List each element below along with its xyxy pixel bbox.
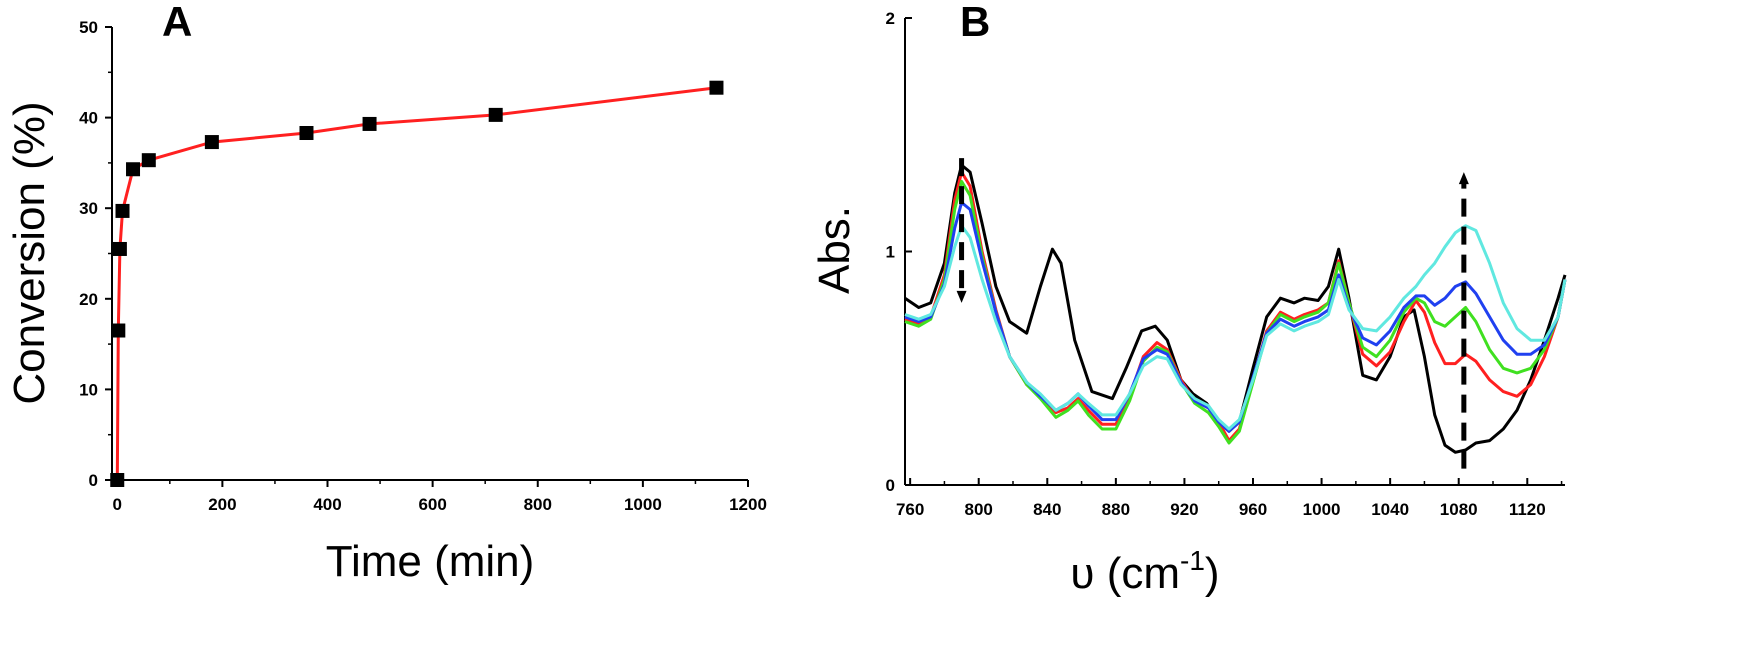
panel-a-y-axis-title: Conversion (%) [5,101,54,404]
panel-a-y-tick-label: 0 [89,471,98,490]
panel-b-x-axis-title-superscript: -1 [1180,545,1205,576]
panel-b-x-axis-title-main: υ (cm [1070,549,1180,598]
panel-b-y-tick-label: 0 [886,476,895,495]
panel-a-y-tick-label: 30 [79,199,98,218]
panel-a-x-tick-label: 1000 [624,495,662,514]
panel-b-x-tick-label: 960 [1239,500,1267,519]
panel-a-data-point [111,323,126,338]
panel-b-arrow-head-icon [1458,172,1469,185]
panel-a-y-tick-label: 50 [79,18,98,37]
panel-b-label: B [960,0,990,45]
panel-a-x-tick-label: 1200 [729,495,767,514]
panel-b-y-axis-title: Abs. [810,206,859,294]
panel-a-label: A [162,0,192,45]
panel-b-x-tick-label: 1080 [1440,500,1478,519]
panel-a-y-tick-label: 10 [79,380,98,399]
panel-b-y-tick-label: 1 [886,243,895,262]
panel-a-x-axis-title: Time (min) [326,537,535,586]
panel-b-x-tick-label: 800 [965,500,993,519]
panel-a-y-tick-label: 20 [79,290,98,309]
panel-b-x-tick-label: 760 [896,500,924,519]
panel-a-data-point [709,80,724,95]
panel-a-data-point [299,126,314,141]
panel-a-x-tick-label: 400 [313,495,341,514]
panel-b-x-tick-label: 880 [1102,500,1130,519]
panel-a-data-point [112,241,127,256]
panel-a-x-tick-label: 200 [208,495,236,514]
panel-b-x-tick-label: 1040 [1371,500,1409,519]
panel-b-arrow-head-icon [956,290,967,303]
panel-a-plot-area [110,80,724,487]
panel-b-x-axis-title: υ (cm-1) [1070,545,1219,598]
panel-a-y-tick-label: 40 [79,109,98,128]
panel-a-x-tick-label: 0 [113,495,122,514]
panel-a-data-point [110,473,125,487]
panel-a-data-point [141,153,156,168]
panel-b-x-tick-label: 1120 [1509,500,1546,519]
panel-a-chart: A Conversion (%) Time (min) 010203040500… [5,0,767,586]
panel-a-x-tick-label: 800 [524,495,552,514]
panel-b-x-tick-label: 1000 [1303,500,1341,519]
panel-a-data-point [362,116,377,131]
panel-b-x-axis-title-end: ) [1205,549,1220,598]
panel-a-data-point [126,162,141,177]
panel-b-axes [904,18,1565,486]
panel-a-data-point [115,203,130,218]
panel-b-plot-area [904,158,1567,469]
panel-b-x-tick-label: 920 [1170,500,1198,519]
panel-b-spectrum-line [904,224,1567,431]
panel-a-ticks: 0 10 20 30 40 50 0 200 400 600 800 1000 1200 [79,18,767,514]
panel-b-x-tick-label: 840 [1033,500,1061,519]
panel-b-y-tick-label: 2 [886,9,895,28]
panel-b-ticks: 0 1 2 760 800 840 880 920 960 1000 1040 1080 1120 [886,9,1563,519]
panel-a-x-tick-label: 600 [418,495,446,514]
panel-b-chart: B Abs. υ (cm-1) 0 1 2 760 800 840 880 920 960 100… [810,0,1567,598]
panel-a-data-point [488,107,503,122]
panel-a-data-point [204,135,219,150]
